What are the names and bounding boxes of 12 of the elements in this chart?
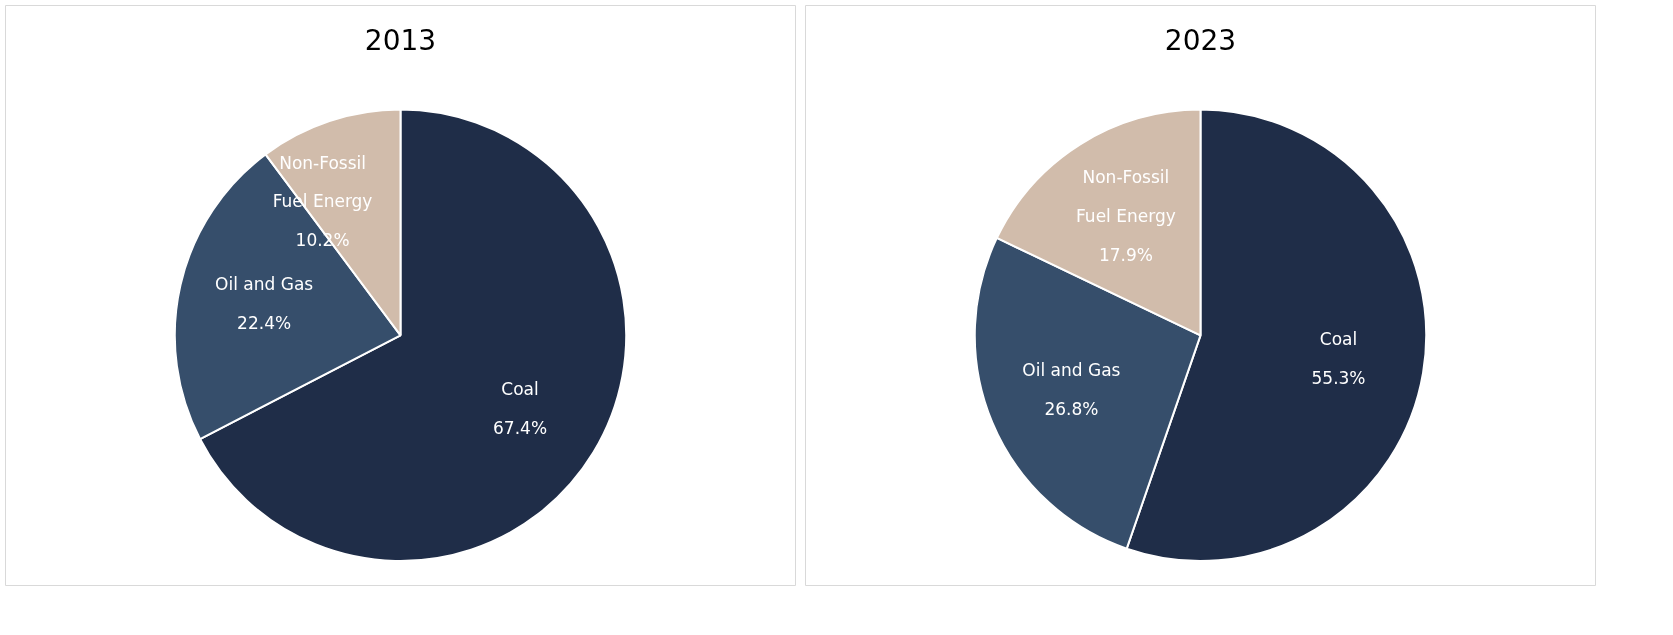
data-label: 22.4% <box>237 313 292 334</box>
slice-label: Coal <box>501 379 539 400</box>
slice-label: Coal <box>1319 329 1358 350</box>
chart-title: 2013 <box>364 24 437 58</box>
data-label: 17.9% <box>1098 244 1153 265</box>
slice-label: Non-Fossil Fuel Energy <box>1076 167 1176 226</box>
chart-title: 2023 <box>1164 24 1237 58</box>
data-label: 55.3% <box>1311 368 1366 389</box>
data-label: 26.8% <box>1044 399 1099 420</box>
data-label: 67.4% <box>493 417 548 438</box>
slice-label: Oil and Gas <box>1022 360 1121 381</box>
slice-label: Oil and Gas <box>215 274 314 295</box>
